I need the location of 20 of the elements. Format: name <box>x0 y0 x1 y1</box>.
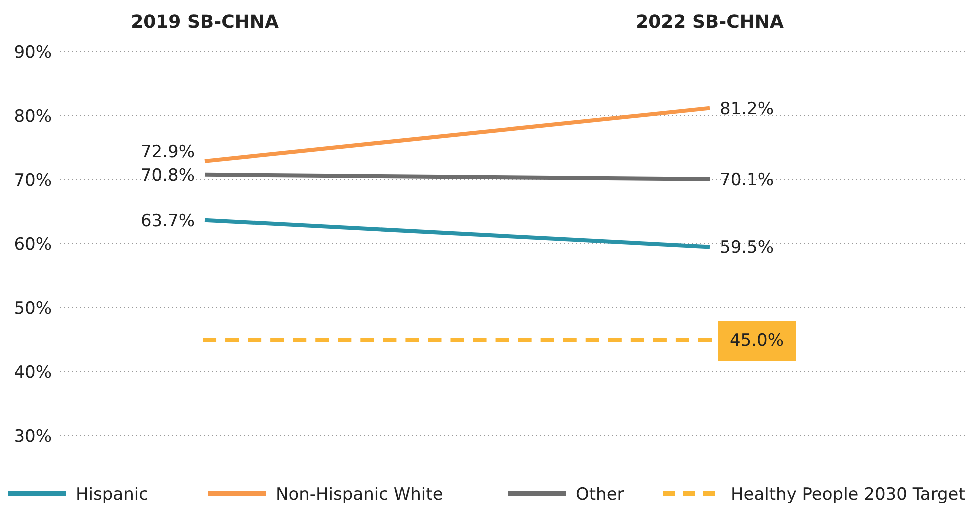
y-tick-label: 50% <box>14 299 52 319</box>
legend-label: Healthy People 2030 Target <box>731 485 966 505</box>
y-tick-label: 90% <box>14 43 52 63</box>
data-label: 72.9% <box>140 142 195 162</box>
y-tick-label: 30% <box>14 427 52 447</box>
data-label: 45.0% <box>730 331 784 351</box>
legend-label: Non-Hispanic White <box>276 485 444 505</box>
legend-label: Other <box>576 485 624 505</box>
y-tick-label: 80% <box>14 107 52 127</box>
data-label: 59.5% <box>720 238 774 258</box>
x-tick-label: 2022 SB-CHNA <box>636 12 784 33</box>
data-label: 63.7% <box>140 211 195 232</box>
y-tick-label: 70% <box>14 171 52 191</box>
data-label: 70.1% <box>720 170 774 190</box>
y-tick-label: 60% <box>14 235 52 255</box>
data-label: 70.8% <box>140 166 195 186</box>
legend-label: Hispanic <box>76 485 148 505</box>
y-tick-label: 40% <box>14 363 52 383</box>
data-label: 81.2% <box>720 99 774 120</box>
x-tick-label: 2019 SB-CHNA <box>131 12 279 33</box>
